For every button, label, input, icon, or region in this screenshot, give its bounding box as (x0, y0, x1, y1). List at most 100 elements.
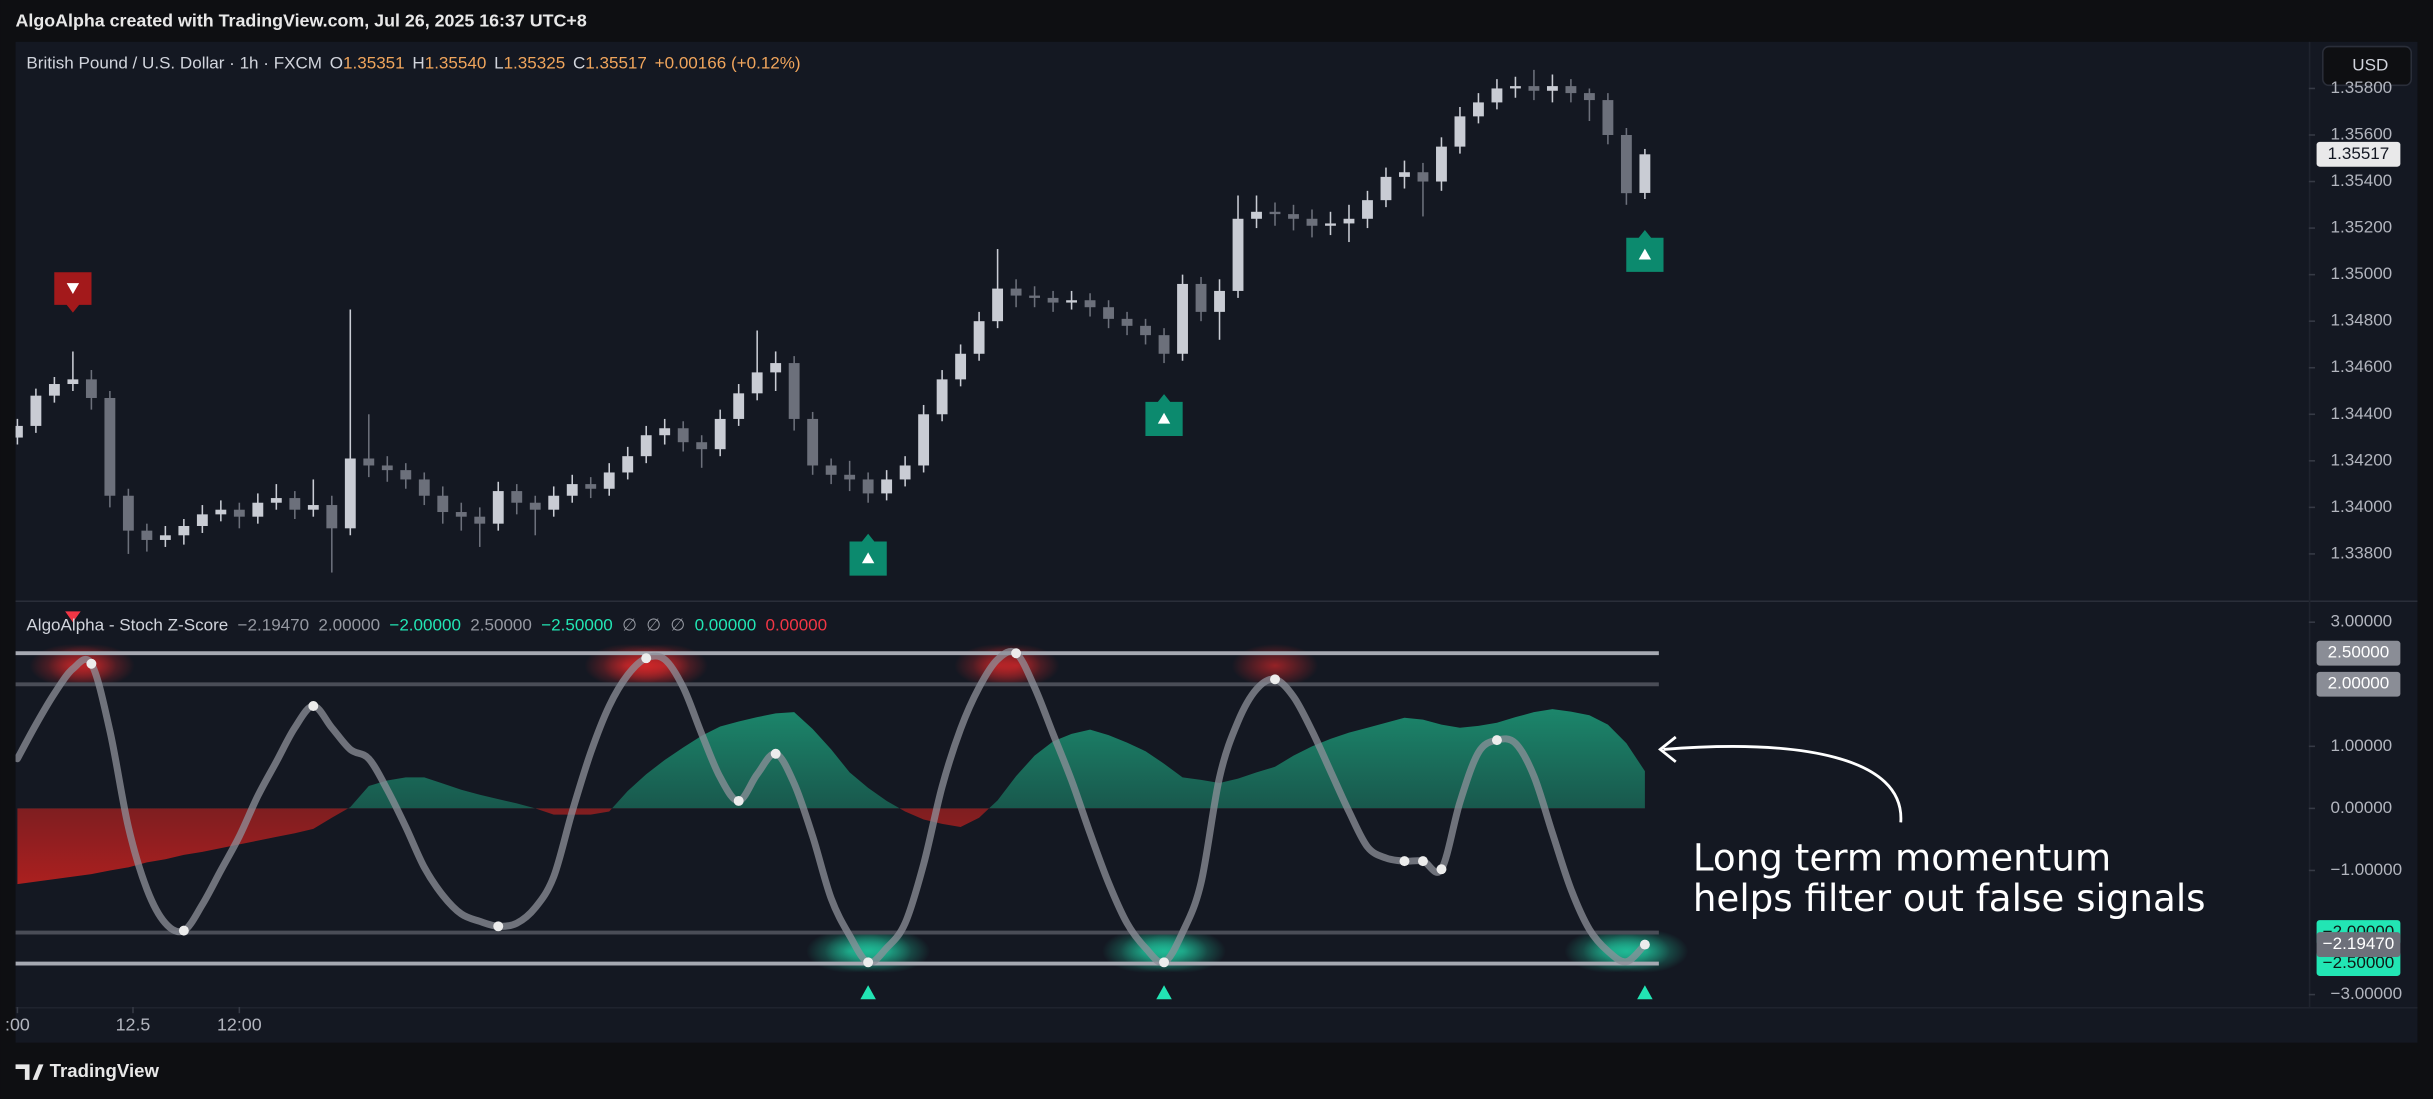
candle-body (714, 418, 726, 450)
legend-value: 0.00000 (766, 615, 828, 634)
candle-body (1177, 283, 1188, 354)
legend-value: 0.00000 (695, 615, 757, 634)
candle-body (1066, 300, 1078, 303)
legend-value: −2.19470 (238, 615, 310, 634)
oscillator-pane (15, 611, 1689, 1000)
last-price-label: 1.35517 (2328, 144, 2390, 163)
candle-body (15, 425, 23, 438)
candle-body (1103, 307, 1114, 319)
candle-body (1010, 288, 1022, 296)
candle-body (1195, 283, 1207, 312)
level-badge (2316, 671, 2401, 697)
candle-body (807, 418, 819, 466)
legend-value: 2.50000 (470, 615, 532, 634)
legend-value: −2.50000 (541, 615, 613, 634)
chart-area (15, 41, 2418, 1043)
candle-body (474, 516, 486, 524)
y-tick-label: 3.00000 (2331, 612, 2393, 631)
last-price-badge (2316, 141, 2401, 167)
candle-body (585, 484, 597, 489)
currency-button[interactable] (2322, 45, 2413, 87)
y-tick-label: 1.35400 (2331, 171, 2393, 190)
candle-body (1436, 146, 1447, 182)
legend-value: ∅ (646, 615, 661, 634)
pivot-dot (1417, 856, 1428, 867)
candle-body (992, 288, 1004, 322)
y-tick-label: 1.35600 (2331, 124, 2393, 143)
candle-body (178, 525, 190, 536)
legend-value: ∅ (670, 615, 685, 634)
candle-body (696, 442, 708, 450)
ohlc-key: H (412, 53, 424, 72)
candle-body (1121, 318, 1133, 326)
ohlc-value: 1.35517 (585, 53, 647, 72)
candle-body (1583, 93, 1595, 101)
candle-body (1029, 295, 1041, 298)
candle-body (233, 509, 245, 517)
candle-body (548, 495, 560, 510)
candle-body (1454, 116, 1466, 147)
sell-signal-icon (66, 283, 80, 295)
pivot-dot (1639, 939, 1650, 950)
pivot-dot (733, 795, 744, 806)
candle-body (825, 465, 837, 475)
y-tick-label: 1.33800 (2331, 543, 2393, 562)
pivot-dot (641, 653, 652, 664)
candle-body (400, 470, 412, 480)
candle-body (1473, 102, 1484, 117)
y-tick-label: 1.34000 (2331, 497, 2393, 516)
x-tick-label: 12:00 (217, 1014, 262, 1034)
candle-body (788, 363, 800, 419)
candle-body (1528, 86, 1540, 91)
y-tick-label: 1.34600 (2331, 357, 2393, 376)
candle-body (1214, 290, 1225, 312)
pivot-dot (1399, 856, 1410, 867)
candle-body (1565, 86, 1577, 94)
level-label: −2.50000 (2323, 953, 2395, 972)
candle-body (1306, 218, 1318, 226)
candle-body (862, 479, 874, 494)
y-tick-label: 1.34200 (2331, 450, 2393, 469)
candle-body (1491, 88, 1503, 103)
candle-body (1620, 134, 1632, 194)
candle-body (566, 484, 578, 496)
candle-body (844, 474, 856, 480)
candle-body (677, 428, 689, 443)
candle-body (252, 502, 264, 517)
y-tick-label: −1.00000 (2331, 860, 2403, 879)
y-tick-label: 1.00000 (2331, 736, 2393, 755)
indicator-title: AlgoAlpha - Stoch Z-Score (26, 615, 228, 634)
pivot-dot (1491, 735, 1502, 746)
candle-body (1269, 211, 1281, 215)
y-tick-label: 1.35000 (2331, 264, 2393, 283)
brand-logo: TradingView (15, 1060, 159, 1081)
candle-body (1417, 172, 1429, 182)
candle-body (1380, 176, 1392, 201)
caption: AlgoAlpha created with TradingView.com, … (16, 10, 587, 30)
sell-signal-arrow (65, 611, 81, 623)
candle-body (437, 495, 449, 513)
candle-body (918, 414, 930, 466)
currency-label[interactable]: USD (2352, 55, 2388, 74)
candle-body (122, 495, 134, 531)
candle-body (159, 535, 171, 540)
candle-body (511, 491, 523, 503)
candle-body (1639, 154, 1651, 193)
y-tick-label: 0.00000 (2331, 798, 2393, 817)
candle-body (973, 321, 985, 354)
annotation-line: helps filter out false signals (1693, 876, 2206, 920)
pivot-dot (1159, 957, 1170, 968)
annotation-line: Long term momentum (1693, 835, 2111, 879)
candle-body (307, 505, 319, 510)
candle-body (363, 458, 375, 466)
candle-body (622, 456, 634, 473)
momentum-area-positive (17, 709, 1645, 809)
ohlc-key: L (494, 53, 503, 72)
buy-signal (1145, 394, 1183, 437)
candle-body (955, 353, 967, 380)
candle-body (1232, 218, 1244, 291)
candle-body (603, 472, 615, 489)
level-label: 2.50000 (2328, 643, 2390, 662)
